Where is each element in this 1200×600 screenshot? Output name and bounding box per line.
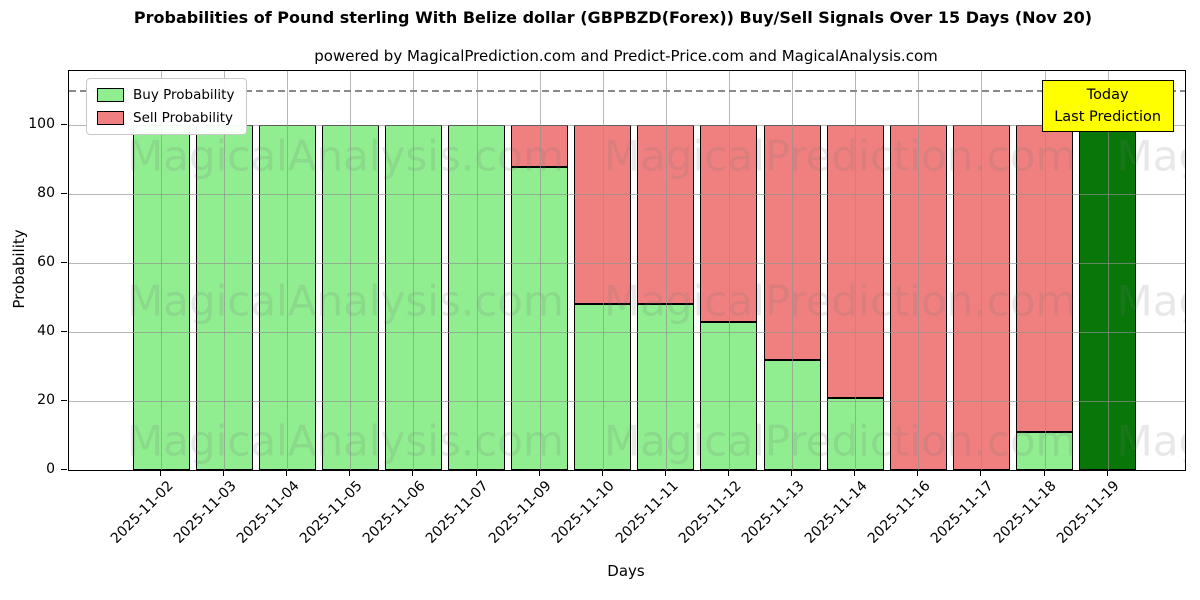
gridline-horizontal (69, 125, 1185, 127)
gridline-vertical (539, 71, 541, 470)
x-tick-mark (791, 470, 793, 476)
watermark-layer: MagicalAnalysis.com MagicalPrediction.co… (69, 71, 1185, 470)
x-tick-label: 2025-11-11 (612, 478, 682, 547)
y-tick-mark (61, 400, 67, 402)
gridline-horizontal (69, 401, 1185, 403)
x-tick-label: 2025-11-06 (359, 478, 429, 547)
gridline-vertical (855, 71, 857, 470)
sell-probability-swatch (97, 111, 124, 125)
gridline-vertical (602, 71, 604, 470)
gridline-vertical (728, 71, 730, 470)
x-tick-mark (223, 470, 225, 476)
legend-item-buy: Buy Probability (97, 87, 234, 103)
x-tick-label: 2025-11-16 (864, 478, 934, 547)
watermark-text: MagicalAnalysis.com MagicalPrediction.co… (127, 131, 1185, 181)
x-tick-mark (475, 470, 477, 476)
buy-probability-swatch (97, 88, 124, 102)
gridline-vertical (1107, 71, 1109, 470)
x-tick-label: 2025-11-07 (423, 478, 492, 547)
legend: Buy Probability Sell Probability (86, 78, 248, 135)
gridline-horizontal (69, 332, 1185, 334)
x-tick-mark (538, 470, 540, 476)
gridline-vertical (981, 71, 983, 470)
x-tick-label: 2025-11-02 (107, 478, 177, 547)
gridline-vertical (161, 71, 162, 470)
x-tick-label: 2025-11-14 (801, 478, 871, 547)
x-tick-mark (412, 470, 414, 476)
gridline-horizontal (69, 263, 1185, 265)
x-tick-label: 2025-11-19 (1054, 478, 1123, 547)
y-tick-label: 60 (37, 254, 55, 271)
x-tick-label: 2025-11-03 (170, 478, 240, 547)
legend-label-buy: Buy Probability (133, 87, 235, 103)
x-tick-label: 2025-11-05 (296, 478, 366, 547)
chart-subtitle: powered by MagicalPrediction.com and Pre… (314, 47, 938, 65)
x-tick-label: 2025-11-04 (233, 478, 303, 547)
gridline-vertical (1044, 71, 1046, 470)
threshold-dashed-line (69, 89, 1185, 92)
chart-title: Probabilities of Pound sterling With Bel… (133, 8, 1093, 27)
y-tick-label: 0 (46, 461, 55, 477)
legend-label-sell: Sell Probability (133, 110, 234, 126)
grid-layer (69, 71, 1185, 470)
y-tick-mark (61, 469, 67, 470)
x-tick-mark (601, 470, 603, 476)
x-tick-mark (349, 470, 351, 476)
gridline-vertical (665, 71, 667, 470)
x-tick-mark (664, 470, 666, 476)
x-tick-mark (854, 470, 856, 476)
x-tick-mark (286, 470, 288, 476)
gridline-vertical (287, 71, 289, 470)
gridline-vertical (413, 71, 415, 470)
x-tick-label: 2025-11-18 (991, 478, 1060, 547)
y-tick-label: 80 (37, 185, 55, 202)
watermark-text: MagicalAnalysis.com MagicalPrediction.co… (127, 276, 1185, 326)
x-tick-label: 2025-11-17 (927, 478, 997, 547)
y-tick-mark (61, 331, 67, 333)
x-tick-label: 2025-11-10 (549, 478, 619, 547)
gridline-vertical (224, 71, 226, 470)
plot-area: MagicalAnalysis.com MagicalPrediction.co… (68, 70, 1186, 471)
gridline-horizontal (69, 194, 1185, 196)
x-tick-label: 2025-11-13 (738, 478, 808, 547)
y-tick-mark (61, 262, 67, 264)
legend-item-sell: Sell Probability (97, 110, 234, 126)
y-tick-mark (61, 193, 67, 195)
watermark-text: MagicalAnalysis.com MagicalPrediction.co… (127, 416, 1185, 466)
annotation-line-last-prediction: Last Prediction (1054, 109, 1162, 125)
y-tick-label: 100 (28, 116, 55, 133)
x-tick-mark (727, 470, 729, 476)
y-tick-label: 40 (37, 323, 55, 340)
x-tick-mark (917, 470, 919, 476)
today-annotation-box: Today Last Prediction (1041, 80, 1174, 132)
x-tick-mark (1043, 470, 1045, 476)
annotation-line-today: Today (1086, 87, 1129, 103)
x-tick-mark (1106, 470, 1108, 476)
x-tick-label: 2025-11-12 (675, 478, 745, 547)
gridline-vertical (792, 71, 794, 470)
y-tick-mark (61, 124, 67, 126)
x-tick-label: 2025-11-09 (486, 478, 555, 547)
x-tick-mark (160, 470, 161, 476)
gridline-vertical (918, 71, 920, 470)
y-tick-label: 20 (37, 392, 55, 409)
x-axis-label: Days (607, 562, 645, 580)
x-tick-mark (980, 470, 982, 476)
gridline-vertical (476, 71, 478, 470)
gridline-vertical (350, 71, 352, 470)
